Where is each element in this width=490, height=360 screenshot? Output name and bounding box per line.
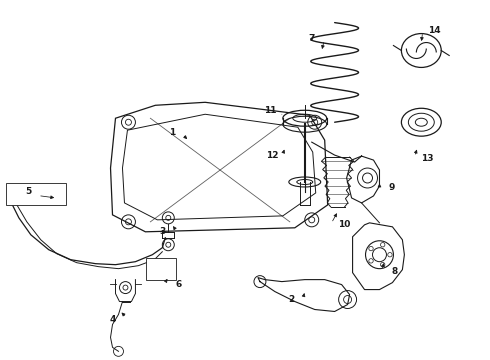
Polygon shape <box>353 223 404 289</box>
Text: 13: 13 <box>421 154 434 163</box>
Text: 14: 14 <box>428 26 441 35</box>
Text: 3: 3 <box>159 227 166 236</box>
Text: 5: 5 <box>25 188 32 197</box>
Text: 10: 10 <box>339 220 351 229</box>
Text: 9: 9 <box>388 184 394 193</box>
Text: 4: 4 <box>109 315 116 324</box>
Circle shape <box>366 241 393 269</box>
Text: 7: 7 <box>309 34 315 43</box>
Text: 1: 1 <box>169 128 175 137</box>
Text: 11: 11 <box>264 106 276 115</box>
Bar <box>6 183 66 205</box>
Text: 6: 6 <box>175 280 181 289</box>
Text: 8: 8 <box>392 267 397 276</box>
Bar <box>147 258 176 280</box>
Text: 12: 12 <box>266 150 278 159</box>
Text: 2: 2 <box>289 295 295 304</box>
